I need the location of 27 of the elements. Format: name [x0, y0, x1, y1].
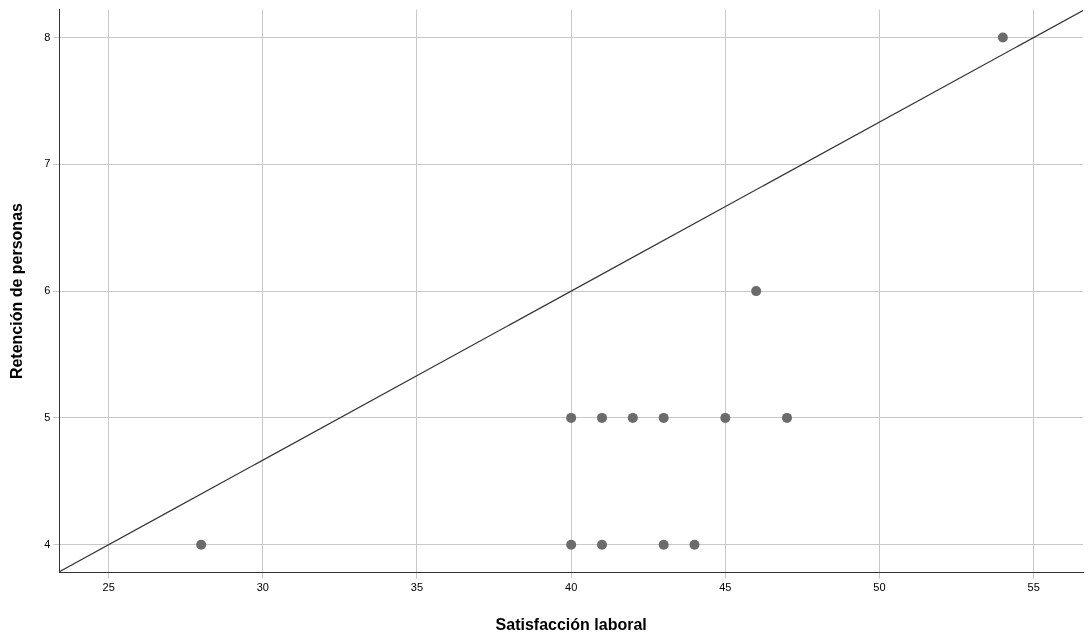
x-axis-title: Satisfacción laboral — [495, 615, 647, 633]
point — [658, 539, 669, 550]
x-tick-label: 50 — [873, 581, 886, 594]
x-tick-label: 30 — [256, 581, 269, 594]
y-tick-label: 4 — [44, 537, 51, 550]
x-tick-label: 25 — [102, 581, 115, 594]
y-tick-label: 5 — [44, 410, 51, 423]
point — [720, 412, 731, 423]
point — [596, 539, 607, 550]
point — [566, 539, 577, 550]
point — [689, 539, 700, 550]
x-tick-label: 55 — [1027, 581, 1040, 594]
y-axis-title: Retención de personas — [8, 202, 26, 380]
point — [196, 539, 207, 550]
point — [997, 32, 1008, 43]
point — [627, 412, 638, 423]
x-tick-label: 35 — [410, 581, 424, 594]
x-tick-label: 40 — [565, 581, 578, 594]
point — [658, 412, 669, 423]
y-tick-label: 8 — [44, 30, 51, 43]
x-tick-label: 45 — [719, 581, 732, 594]
y-tick-label: 7 — [44, 157, 51, 170]
y-tick-label: 6 — [44, 284, 51, 297]
point — [782, 412, 792, 423]
point — [751, 286, 762, 297]
point — [596, 412, 607, 423]
point — [566, 412, 577, 423]
